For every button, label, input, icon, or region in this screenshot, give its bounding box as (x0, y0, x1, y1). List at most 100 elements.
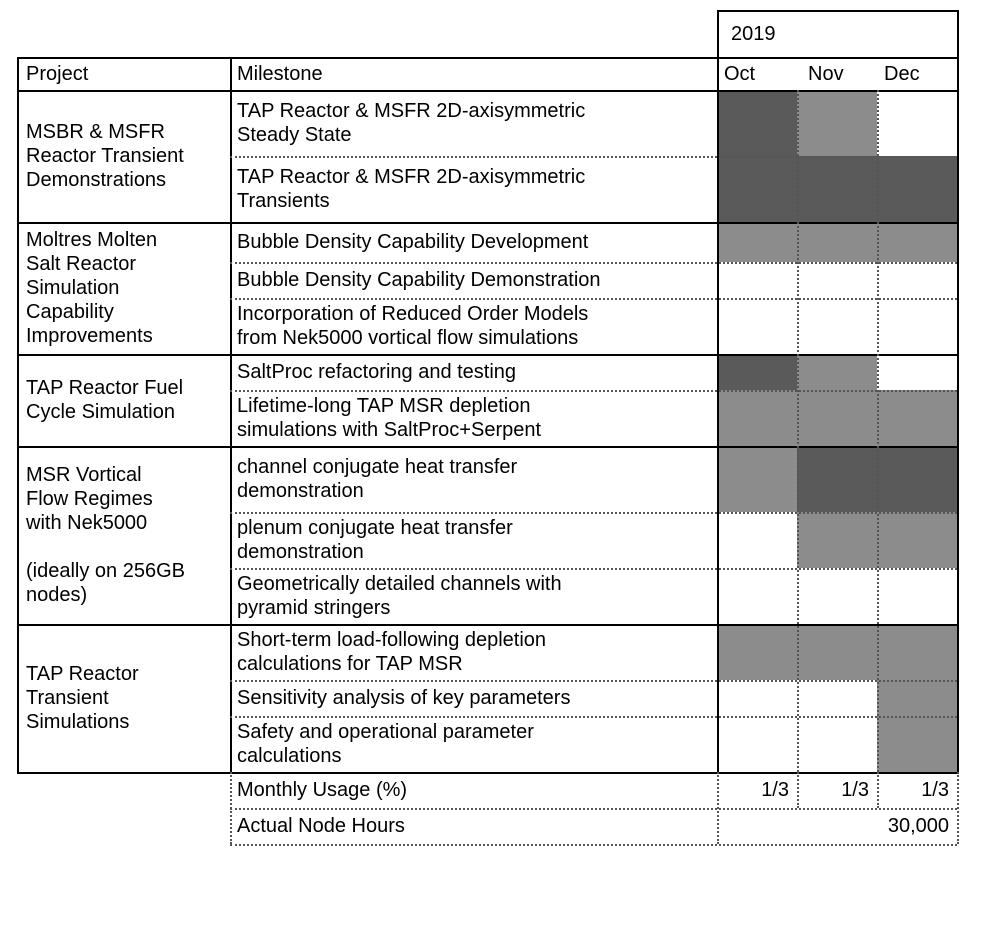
month-cell-oct (717, 624, 797, 680)
monthly-usage-value: 1/3 (761, 779, 789, 801)
milestone-name: Geometrically detailed channels with (237, 573, 562, 595)
month-cell-nov (797, 680, 877, 716)
month-header-oct: Oct (724, 63, 756, 85)
grid-line (717, 10, 719, 57)
grid-line (230, 57, 232, 772)
month-cell-nov (797, 624, 877, 680)
project-column-header: Project (26, 63, 89, 85)
project-name: (ideally on 256GB (26, 560, 185, 582)
grid-line (230, 568, 957, 570)
project-name: Cycle Simulation (26, 401, 175, 423)
milestone-name: Sensitivity analysis of key parameters (237, 687, 571, 709)
grid-line (957, 57, 959, 772)
grid-line (17, 222, 957, 224)
month-cell-nov (797, 262, 877, 298)
month-cell-dec (877, 390, 957, 446)
grid-line (230, 512, 957, 514)
month-cell-dec (877, 156, 957, 222)
project-name: with Nek5000 (26, 512, 148, 534)
month-cell-nov (797, 512, 877, 568)
grid-line (230, 716, 957, 718)
milestone-name: SaltProc refactoring and testing (237, 361, 517, 383)
grid-line (957, 10, 959, 57)
month-cell-nov (797, 222, 877, 262)
milestone-name: demonstration (237, 541, 364, 563)
milestone-name: plenum conjugate heat transfer (237, 517, 513, 539)
month-cell-oct (717, 716, 797, 772)
month-cell-oct (717, 262, 797, 298)
month-cell-dec (877, 298, 957, 354)
milestone-name: calculations for TAP MSR (237, 653, 463, 675)
milestone-name: TAP Reactor & MSFR 2D-axisymmetric (237, 166, 586, 188)
month-cell-oct (717, 90, 797, 156)
milestone-name: TAP Reactor & MSFR 2D-axisymmetric (237, 100, 586, 122)
milestone-name: Steady State (237, 124, 352, 146)
grid-line (230, 298, 957, 300)
milestone-column-header: Milestone (237, 63, 323, 85)
year-label: 2019 (731, 23, 776, 45)
month-cell-dec (877, 680, 957, 716)
milestone-name: from Nek5000 vortical flow simulations (237, 327, 579, 349)
milestone-name: Lifetime-long TAP MSR depletion (237, 395, 531, 417)
month-cell-oct (717, 156, 797, 222)
project-name: Demonstrations (26, 169, 167, 191)
milestone-name: Bubble Density Capability Development (237, 231, 589, 253)
monthly-usage-value: 1/3 (921, 779, 949, 801)
grid-line (797, 90, 799, 772)
project-name: Moltres Molten (26, 229, 158, 251)
month-cell-dec (877, 446, 957, 512)
month-cell-nov (797, 568, 877, 624)
project-name: Capability (26, 301, 114, 323)
grid-line (230, 808, 957, 810)
milestone-name: channel conjugate heat transfer (237, 456, 518, 478)
month-cell-oct (717, 446, 797, 512)
month-cell-dec (877, 90, 957, 156)
month-cell-oct (717, 354, 797, 390)
grid-line (17, 57, 19, 772)
milestone-name: calculations (237, 745, 342, 767)
grid-line (797, 772, 799, 808)
project-name: TAP Reactor (26, 663, 139, 685)
grid-line (877, 772, 879, 808)
month-cell-dec (877, 222, 957, 262)
month-header-dec: Dec (884, 63, 920, 85)
month-cell-oct (717, 298, 797, 354)
node-hours-value: 30,000 (887, 815, 949, 837)
milestone-name: Short-term load-following depletion (237, 629, 547, 651)
grid-line (17, 446, 957, 448)
grid-line (17, 772, 957, 774)
milestone-name: Transients (237, 190, 330, 212)
grid-line (230, 156, 957, 158)
grid-line (17, 624, 957, 626)
monthly-usage-label: Monthly Usage (%) (237, 779, 408, 801)
month-cell-nov (797, 446, 877, 512)
milestone-name: Incorporation of Reduced Order Models (237, 303, 589, 325)
month-cell-oct (717, 222, 797, 262)
milestone-name: Safety and operational parameter (237, 721, 534, 743)
month-cell-oct (717, 390, 797, 446)
project-name: Simulations (26, 711, 130, 733)
month-cell-oct (717, 680, 797, 716)
project-name: Simulation (26, 277, 120, 299)
month-cell-nov (797, 156, 877, 222)
month-cell-dec (877, 624, 957, 680)
grid-line (230, 390, 957, 392)
node-hours-label: Actual Node Hours (237, 815, 405, 837)
month-cell-dec (877, 512, 957, 568)
monthly-usage-value: 1/3 (841, 779, 869, 801)
grid-line (17, 354, 957, 356)
grid-line (230, 680, 957, 682)
month-cell-oct (717, 512, 797, 568)
milestone-name: demonstration (237, 480, 364, 502)
milestone-name: Bubble Density Capability Demonstration (237, 269, 601, 291)
month-cell-dec (877, 262, 957, 298)
grid-line (717, 57, 719, 772)
project-name: Flow Regimes (26, 488, 153, 510)
month-cell-dec (877, 568, 957, 624)
grid-line (717, 10, 957, 12)
project-name: Salt Reactor (26, 253, 137, 275)
month-header-nov: Nov (808, 63, 844, 85)
grid-line (877, 90, 879, 772)
project-name: nodes) (26, 584, 88, 606)
